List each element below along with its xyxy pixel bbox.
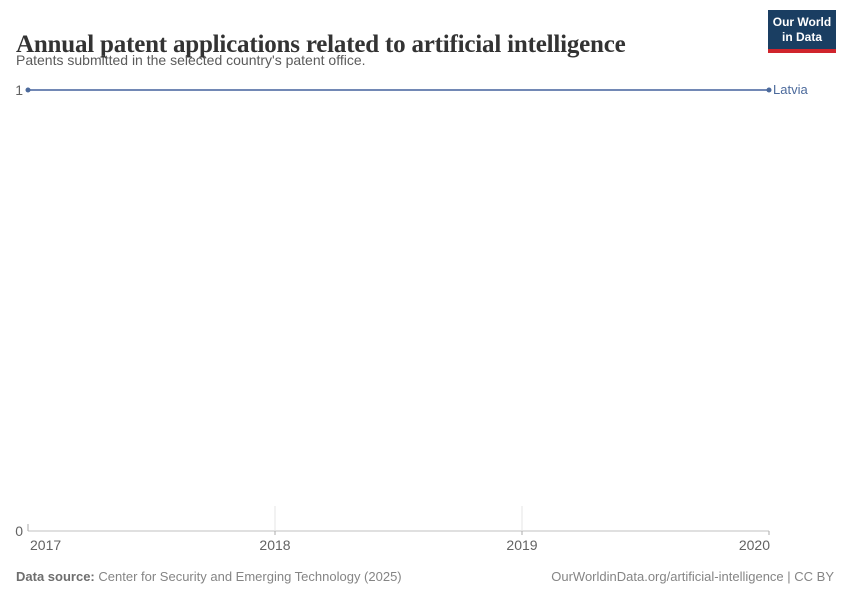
page-subtitle: Patents submitted in the selected countr… bbox=[16, 52, 366, 68]
x-axis-tick-label: 2019 bbox=[506, 537, 538, 553]
x-axis-tick-label: 2017 bbox=[30, 537, 62, 553]
owid-logo-line1: Our World bbox=[772, 14, 832, 29]
data-source-value[interactable]: Center for Security and Emerging Technol… bbox=[98, 569, 402, 584]
data-source-label: Data source: bbox=[16, 569, 95, 584]
y-axis-tick-label: 1 bbox=[15, 82, 23, 98]
series-endpoint-dot bbox=[25, 87, 31, 93]
footer: Data source: Center for Security and Eme… bbox=[16, 569, 834, 584]
attribution-link[interactable]: OurWorldinData.org/artificial-intelligen… bbox=[551, 569, 834, 584]
owid-logo-line2: in Data bbox=[781, 29, 822, 44]
page-title: Annual patent applications related to ar… bbox=[16, 30, 626, 58]
x-axis-tick-label: 2020 bbox=[738, 537, 770, 553]
y-axis-tick-label: 0 bbox=[15, 523, 23, 539]
data-source: Data source: Center for Security and Eme… bbox=[16, 569, 402, 584]
owid-logo[interactable]: Our World in Data bbox=[768, 10, 836, 53]
series-endpoint-dot bbox=[766, 87, 772, 93]
series-end-label-latvia[interactable]: Latvia bbox=[773, 82, 808, 97]
x-axis-tick-label: 2018 bbox=[259, 537, 291, 553]
